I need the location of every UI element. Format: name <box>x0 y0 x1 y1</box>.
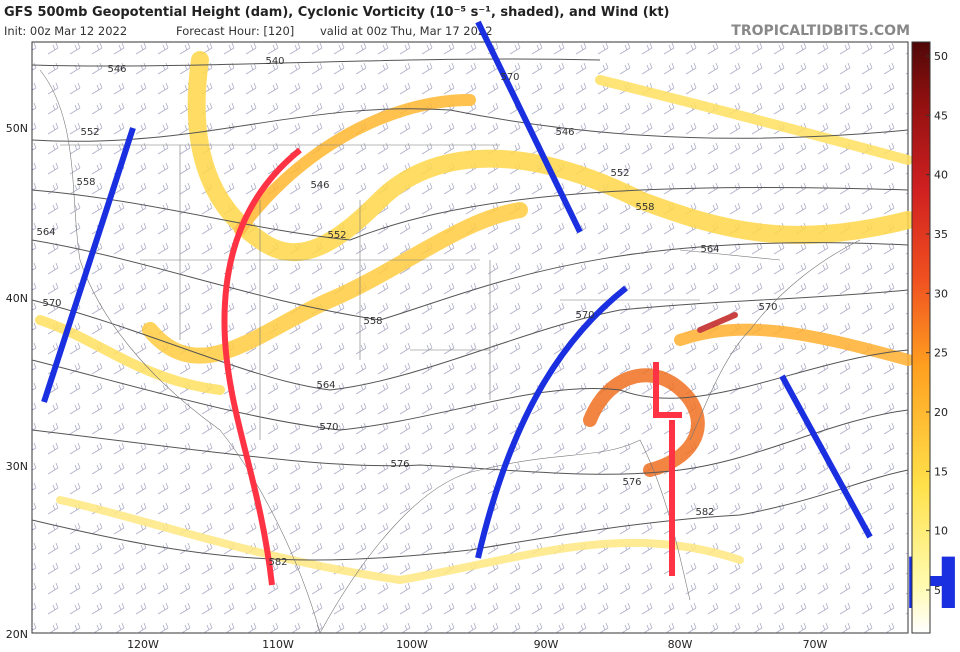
colorbar-label: 15 <box>934 465 948 478</box>
lat-label: 20N <box>6 628 28 641</box>
colorbar-label: 25 <box>934 347 948 360</box>
colorbar-label: 40 <box>934 169 948 182</box>
contour-label: 552 <box>610 168 629 179</box>
contour-label: 540 <box>265 56 284 67</box>
contour-label: 552 <box>327 230 346 241</box>
lat-label: 30N <box>6 460 28 473</box>
lon-label: 100W <box>396 638 428 651</box>
init: Init: 00z Mar 12 2022 <box>4 24 127 38</box>
contour-label: 582 <box>695 507 714 518</box>
colorbar-label: 30 <box>934 287 948 300</box>
contour-label: 576 <box>622 477 641 488</box>
colorbar-label: 20 <box>934 406 948 419</box>
axes: 50N 40N 30N 20N 120W 110W 100W 90W 80W 70W 5 10 15 20… <box>6 50 948 651</box>
colorbar-label: 50 <box>934 50 948 63</box>
forecast-hour: Forecast Hour: [120] <box>176 24 294 38</box>
lat-label: 40N <box>6 292 28 305</box>
contour-label: 558 <box>363 316 382 327</box>
lon-label: 90W <box>534 638 559 651</box>
low-marker-lines <box>653 362 682 576</box>
contour-label: 570 <box>758 302 777 313</box>
lon-label: 110W <box>262 638 294 651</box>
contour-label: 552 <box>80 127 99 138</box>
contour-label: 564 <box>316 380 335 391</box>
ridge-axes <box>41 20 873 559</box>
vorticity-shading <box>35 51 917 585</box>
height-contours <box>31 58 909 561</box>
colorbar-label: 5 <box>934 584 941 597</box>
contour-label: 546 <box>310 180 329 191</box>
boundaries <box>39 69 861 634</box>
contour-label: 546 <box>555 127 574 138</box>
contour-label: 570 <box>575 310 594 321</box>
map-area: L H 546540552558564570546552558564570576… <box>31 20 960 634</box>
contour-label: 558 <box>635 202 654 213</box>
source: TROPICALTIDBITS.COM <box>731 23 910 39</box>
contour-label: 576 <box>390 459 409 470</box>
trough-axis <box>221 147 302 586</box>
contour-label: 546 <box>107 64 126 75</box>
contour-label: 582 <box>268 557 287 568</box>
colorbar <box>911 41 931 634</box>
contour-label: 570 <box>42 298 61 309</box>
high-label: H <box>903 543 960 625</box>
contour-label: 558 <box>76 177 95 188</box>
lon-label: 120W <box>127 638 159 651</box>
lon-label: 80W <box>668 638 693 651</box>
colorbar-label: 35 <box>934 228 948 241</box>
lon-label: 70W <box>803 638 828 651</box>
contour-label: 570 <box>500 72 519 83</box>
colorbar-label: 45 <box>934 109 948 122</box>
contour-label: 564 <box>36 227 55 238</box>
contour-label: 564 <box>700 244 719 255</box>
lat-label: 50N <box>6 122 28 135</box>
valid-time: valid at 00z Thu, Mar 17 2022 <box>320 24 493 38</box>
title: GFS 500mb Geopotential Height (dam), Cyc… <box>4 5 670 20</box>
contour-labels: 546 540 552 558 564 570 546 552 558 564 570 576 570 5… <box>36 56 777 568</box>
colorbar-label: 10 <box>934 525 948 538</box>
contour-label: 570 <box>319 422 338 433</box>
